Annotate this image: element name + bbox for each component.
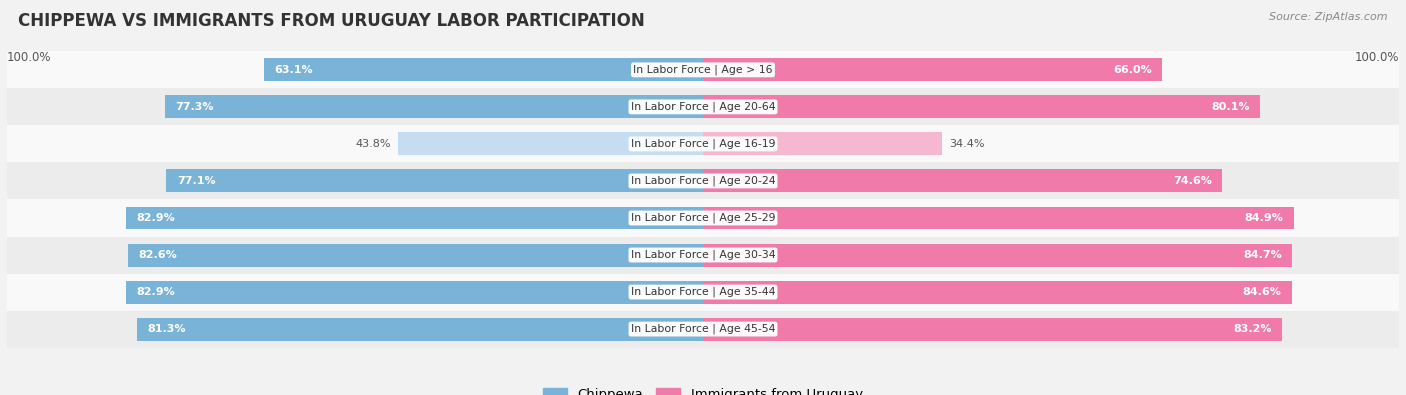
Text: In Labor Force | Age > 16: In Labor Force | Age > 16 — [633, 65, 773, 75]
Bar — [127, 207, 703, 229]
Text: CHIPPEWA VS IMMIGRANTS FROM URUGUAY LABOR PARTICIPATION: CHIPPEWA VS IMMIGRANTS FROM URUGUAY LABO… — [18, 12, 645, 30]
Text: In Labor Force | Age 30-34: In Labor Force | Age 30-34 — [631, 250, 775, 260]
Text: In Labor Force | Age 20-64: In Labor Force | Age 20-64 — [631, 102, 775, 112]
Bar — [128, 244, 703, 267]
Text: Source: ZipAtlas.com: Source: ZipAtlas.com — [1270, 12, 1388, 22]
Bar — [165, 96, 703, 118]
Text: 80.1%: 80.1% — [1212, 102, 1250, 112]
Bar — [703, 169, 1222, 192]
Text: 34.4%: 34.4% — [949, 139, 984, 149]
Text: 66.0%: 66.0% — [1114, 65, 1152, 75]
Text: In Labor Force | Age 25-29: In Labor Force | Age 25-29 — [631, 213, 775, 223]
Bar — [703, 58, 1163, 81]
Bar — [7, 162, 1399, 199]
Text: 82.9%: 82.9% — [136, 213, 176, 223]
Text: In Labor Force | Age 20-24: In Labor Force | Age 20-24 — [631, 176, 775, 186]
Bar — [703, 96, 1260, 118]
Bar — [7, 274, 1399, 310]
Bar — [703, 207, 1294, 229]
Text: 77.1%: 77.1% — [177, 176, 215, 186]
Text: 74.6%: 74.6% — [1173, 176, 1212, 186]
Bar — [7, 126, 1399, 162]
Legend: Chippewa, Immigrants from Uruguay: Chippewa, Immigrants from Uruguay — [538, 383, 868, 395]
Text: 81.3%: 81.3% — [148, 324, 186, 334]
Text: 100.0%: 100.0% — [1354, 51, 1399, 64]
Bar — [138, 318, 703, 340]
Text: 82.9%: 82.9% — [136, 287, 176, 297]
Text: In Labor Force | Age 35-44: In Labor Force | Age 35-44 — [631, 287, 775, 297]
Bar — [7, 51, 1399, 88]
Bar — [703, 318, 1282, 340]
Bar — [7, 310, 1399, 348]
Text: 82.6%: 82.6% — [139, 250, 177, 260]
Bar — [703, 132, 942, 155]
Bar — [703, 280, 1292, 303]
Bar — [127, 280, 703, 303]
Text: In Labor Force | Age 45-54: In Labor Force | Age 45-54 — [631, 324, 775, 334]
Bar — [7, 88, 1399, 126]
Text: 84.9%: 84.9% — [1244, 213, 1284, 223]
Bar — [166, 169, 703, 192]
Text: 43.8%: 43.8% — [356, 139, 391, 149]
Text: In Labor Force | Age 16-19: In Labor Force | Age 16-19 — [631, 139, 775, 149]
Text: 84.6%: 84.6% — [1243, 287, 1281, 297]
Text: 77.3%: 77.3% — [176, 102, 214, 112]
Bar — [7, 199, 1399, 237]
Text: 63.1%: 63.1% — [274, 65, 314, 75]
Bar — [703, 244, 1292, 267]
Text: 83.2%: 83.2% — [1233, 324, 1271, 334]
Bar — [264, 58, 703, 81]
Bar — [7, 237, 1399, 274]
Bar — [398, 132, 703, 155]
Text: 84.7%: 84.7% — [1243, 250, 1282, 260]
Text: 100.0%: 100.0% — [7, 51, 52, 64]
